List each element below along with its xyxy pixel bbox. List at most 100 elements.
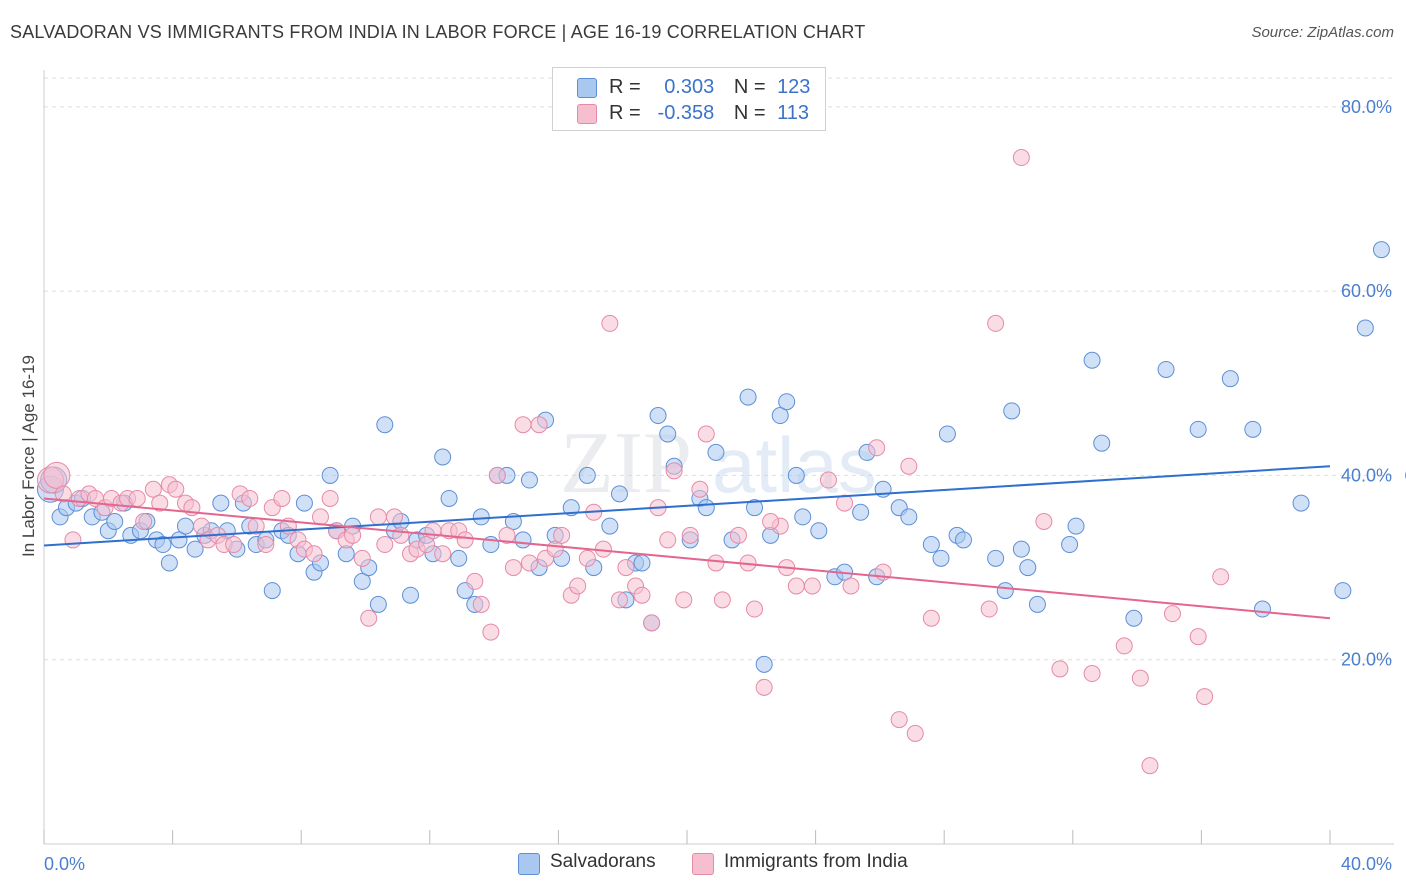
india-point: [273, 489, 291, 507]
india-point: [1212, 568, 1230, 586]
india-point: [836, 494, 854, 512]
india-point: [54, 485, 72, 503]
india-point: [675, 591, 693, 609]
salvadoran-point: [1253, 600, 1271, 618]
india-point: [144, 480, 162, 498]
india-point: [321, 489, 339, 507]
india-point: [691, 480, 709, 498]
salvadoran-point: [353, 572, 371, 590]
salvadoran-point: [610, 485, 628, 503]
salvadoran-point: [450, 549, 468, 567]
salvadoran-point: [321, 466, 339, 484]
legend-n-label: N =: [733, 102, 766, 124]
salvadoran-point: [778, 393, 796, 411]
axes: [43, 70, 1394, 845]
india-point: [353, 549, 371, 567]
india-point: [466, 572, 484, 590]
salvadoran-point: [1012, 540, 1030, 558]
india-point: [1012, 149, 1030, 167]
grid-lines: [44, 77, 1394, 661]
india-point: [344, 526, 362, 544]
india-point: [659, 531, 677, 549]
india-point: [488, 466, 506, 484]
india-point: [922, 609, 940, 627]
legend-n-value: 123: [777, 76, 811, 98]
salvadoran-point: [794, 508, 812, 526]
salvadoran-point: [514, 531, 532, 549]
india-point: [819, 471, 837, 489]
india-point: [434, 545, 452, 563]
chart-title: SALVADORAN VS IMMIGRANTS FROM INDIA IN L…: [10, 22, 866, 42]
india-point: [482, 623, 500, 641]
india-point: [610, 591, 628, 609]
india-point: [890, 711, 908, 729]
india-point: [681, 526, 699, 544]
salvadoran-point: [633, 554, 651, 572]
salvadoran-point: [212, 494, 230, 512]
india-point: [472, 595, 490, 613]
salvadoran-point: [186, 540, 204, 558]
salvadoran-point: [746, 499, 764, 517]
salvadoran-point: [787, 466, 805, 484]
india-point: [787, 577, 805, 595]
india-point: [1035, 513, 1053, 530]
india-point: [456, 531, 474, 549]
salvadoran-point: [440, 489, 458, 507]
salvadoran-point: [649, 407, 667, 425]
india-point: [369, 508, 387, 526]
salvadoran-point: [900, 508, 918, 526]
india-point: [43, 461, 71, 489]
india-point: [1196, 688, 1214, 706]
salvadoran-point: [1244, 420, 1262, 438]
india-point: [578, 549, 596, 567]
india-point: [1189, 628, 1207, 646]
watermark-atlas: atlas: [712, 421, 877, 509]
salvadorans-trend-line: [43, 465, 1331, 547]
salvadoran-point: [601, 517, 619, 535]
india-point: [713, 591, 731, 609]
india-point: [980, 600, 998, 618]
bottom-legend-label: Immigrants from India: [724, 851, 908, 872]
salvadoran-point: [1292, 494, 1310, 512]
india-point: [376, 536, 394, 554]
salvadoran-point: [1028, 595, 1046, 613]
salvadoran-point: [697, 499, 715, 517]
india-point: [868, 439, 886, 457]
india-point: [1131, 669, 1149, 687]
india-point: [1163, 605, 1181, 623]
y-tick-label: 40.0%: [1341, 465, 1392, 485]
india-point: [151, 494, 169, 512]
stats-legend: R = 0.303 N = 123 R = -0.358 N = 113: [552, 67, 826, 131]
india-point: [385, 508, 403, 526]
salvadoran-point: [369, 595, 387, 613]
salvadoran-point: [1372, 241, 1390, 259]
salvadoran-point: [1003, 402, 1021, 420]
india-point: [601, 314, 619, 332]
salvadoran-point: [402, 586, 420, 604]
legend-r-value: -0.358: [657, 102, 715, 124]
india-point: [135, 513, 153, 530]
salvadoran-point: [562, 499, 580, 517]
salvadoran-point: [1067, 517, 1085, 535]
india-point: [987, 314, 1005, 332]
india-point: [311, 508, 329, 526]
salvadoran-point: [922, 536, 940, 554]
india-point: [520, 554, 538, 572]
salvadoran-point: [771, 407, 789, 425]
india-point: [504, 559, 522, 577]
india-point: [643, 614, 661, 632]
india-point: [906, 724, 924, 742]
salvadoran-point: [1093, 434, 1111, 452]
salvadoran-point: [434, 448, 452, 466]
salvadoran-point: [1061, 536, 1079, 554]
bottom-legend-label: Salvadorans: [550, 851, 656, 872]
salvadoran-point: [472, 508, 490, 526]
india-point: [498, 526, 516, 544]
y-axis-label: In Labor Force | Age 16-19: [19, 355, 38, 557]
salvadoran-point: [1125, 609, 1143, 627]
india-point: [193, 517, 211, 535]
salvadoran-point: [938, 425, 956, 443]
salvadoran-point: [739, 388, 757, 406]
india-point: [665, 462, 683, 480]
india-point: [746, 600, 764, 618]
